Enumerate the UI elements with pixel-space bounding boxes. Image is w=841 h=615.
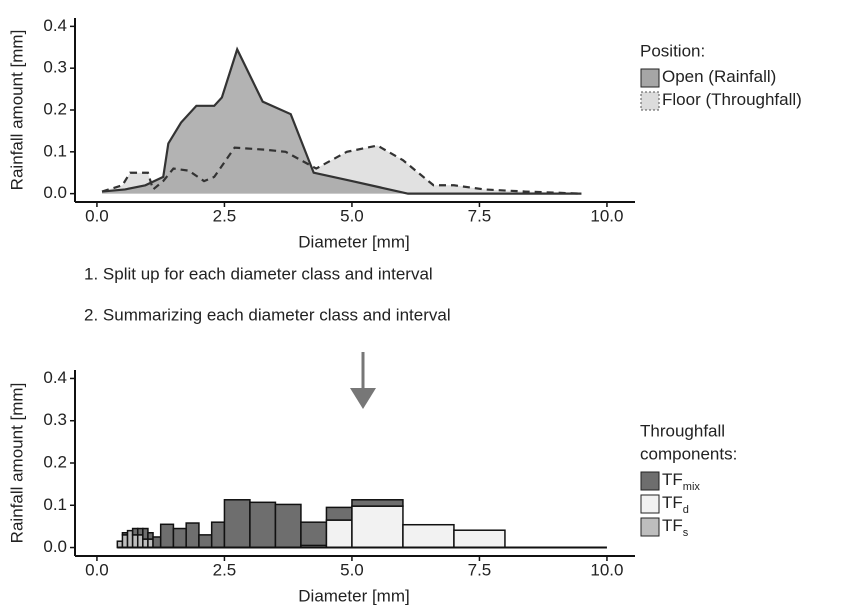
bar-segment <box>126 529 134 549</box>
bar-segment <box>351 505 404 549</box>
y-tick-label: 0.4 <box>43 368 67 387</box>
legend-label: Floor (Throughfall) <box>662 90 802 109</box>
y-tick-label: 0.2 <box>43 452 67 471</box>
x-tick-label: 5.0 <box>340 560 364 579</box>
legend-swatch <box>640 517 660 537</box>
plot <box>116 499 607 549</box>
legend-label-sub: d <box>683 504 689 516</box>
bar-segment <box>136 534 144 549</box>
y-axis-label: Rainfall amount [mm] <box>7 383 26 544</box>
legend-label-main: TF <box>662 493 683 512</box>
legend-label-main: TF <box>662 516 683 535</box>
step-text: 2. Summarizing each diameter class and i… <box>84 305 451 324</box>
legend-label: TFs <box>662 516 689 538</box>
legend-label-sub: mix <box>683 481 701 493</box>
x-axis-label: Diameter [mm] <box>298 232 409 251</box>
legend-swatch <box>640 68 660 88</box>
bar-segment <box>185 522 200 549</box>
line <box>101 144 582 195</box>
legend-swatch <box>640 494 660 514</box>
legend-label-main: Open (Rainfall) <box>662 67 776 86</box>
bar-segment <box>121 532 129 536</box>
legend-swatch <box>640 91 660 111</box>
bar-segment <box>152 536 162 549</box>
plot <box>101 46 582 195</box>
y-tick-label: 0.2 <box>43 99 67 118</box>
legend-label-main: Floor (Throughfall) <box>662 90 802 109</box>
legend-title: components: <box>640 444 737 463</box>
arrow-head <box>350 388 376 409</box>
bar-segment <box>402 523 455 549</box>
bar-segment <box>142 527 149 540</box>
bar-segment <box>351 499 404 507</box>
x-tick-label: 0.0 <box>85 560 109 579</box>
y-tick-label: 0.1 <box>43 495 67 514</box>
bar-segment <box>325 519 353 549</box>
line <box>101 46 582 195</box>
y-tick-label: 0.4 <box>43 16 67 35</box>
x-tick-label: 5.0 <box>340 206 364 225</box>
x-tick-label: 2.5 <box>213 206 237 225</box>
bar-segment <box>131 527 139 536</box>
x-tick-label: 7.5 <box>468 206 492 225</box>
legend-swatch <box>640 471 660 491</box>
x-tick-label: 7.5 <box>468 560 492 579</box>
legend-label: TFmix <box>662 470 700 492</box>
y-tick-label: 0.1 <box>43 141 67 160</box>
bar-segment <box>325 506 353 521</box>
legend-title: Position: <box>640 41 705 60</box>
x-tick-label: 10.0 <box>590 206 623 225</box>
bar-segment <box>210 521 226 549</box>
y-tick-label: 0.3 <box>43 58 67 77</box>
y-tick-label: 0.0 <box>43 183 67 202</box>
bar-segment <box>142 538 149 549</box>
x-tick-label: 2.5 <box>213 560 237 579</box>
bar-segment <box>147 538 154 549</box>
x-tick-label: 0.0 <box>85 206 109 225</box>
legend-label: TFd <box>662 493 689 515</box>
legend-title: Throughfall <box>640 421 725 440</box>
bar-segment <box>198 534 213 549</box>
bar-segment <box>121 534 129 549</box>
legend-label-sub: s <box>683 527 689 539</box>
bar-segment <box>453 529 506 549</box>
legend-label: Open (Rainfall) <box>662 67 776 86</box>
bar-segment <box>147 532 154 540</box>
bar-segment <box>136 527 144 536</box>
x-axis-label: Diameter [mm] <box>298 586 409 605</box>
y-axis-label: Rainfall amount [mm] <box>7 30 26 191</box>
y-tick-label: 0.3 <box>43 410 67 429</box>
area <box>102 49 582 194</box>
bar-segment <box>172 527 187 549</box>
bar-segment <box>223 499 251 549</box>
bar-segment <box>274 503 302 549</box>
y-tick-label: 0.0 <box>43 537 67 556</box>
bar-segment <box>249 501 277 549</box>
step-text: 1. Split up for each diameter class and … <box>84 264 433 283</box>
legend-label-main: TF <box>662 470 683 489</box>
bar-segment <box>300 521 328 547</box>
bar-segment <box>159 523 175 549</box>
bar-segment <box>131 534 139 549</box>
x-tick-label: 10.0 <box>590 560 623 579</box>
